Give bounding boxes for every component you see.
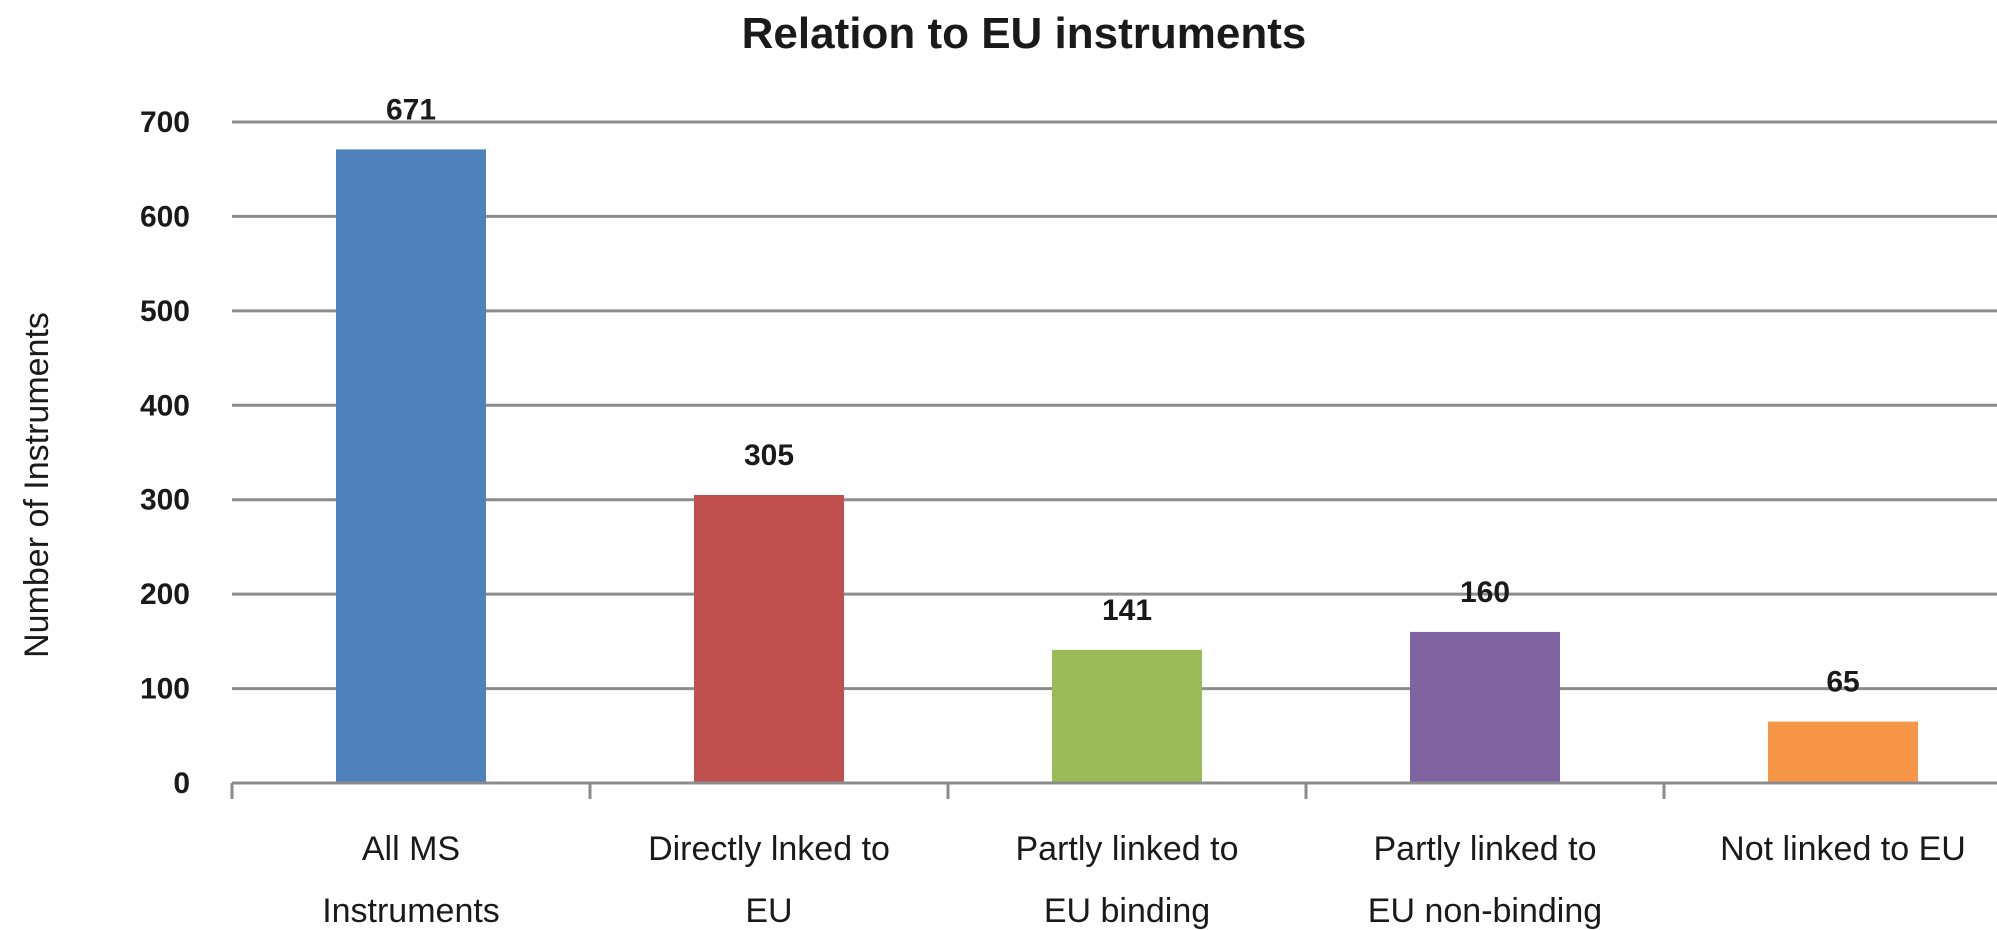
gridlines — [232, 120, 1997, 691]
bar — [336, 149, 486, 784]
x-category-label: Not linked to EU — [1720, 830, 1966, 868]
x-axis-categories: All MS Instruments Directly lnked to EU Part… — [322, 830, 1966, 930]
y-tick-label: 300 — [140, 484, 190, 517]
y-axis-label: Number of Instruments — [18, 312, 56, 658]
y-tick-label: 500 — [140, 295, 190, 328]
x-category-label: Partly linked to EU binding — [1016, 830, 1239, 930]
data-labels: 671 305 141 160 65 — [386, 93, 1860, 698]
data-label: 141 — [1102, 594, 1152, 627]
data-label: 671 — [386, 93, 436, 126]
data-label: 65 — [1826, 666, 1859, 699]
y-tick-label: 400 — [140, 389, 190, 422]
y-tick-label: 200 — [140, 578, 190, 611]
y-tick-label: 600 — [140, 200, 190, 233]
x-category-label: Directly lnked to EU — [648, 830, 890, 930]
chart-title: Relation to EU instruments — [742, 9, 1307, 58]
bar — [1768, 721, 1918, 783]
y-tick-label: 700 — [140, 106, 190, 139]
y-tick-label: 0 — [173, 767, 190, 800]
bar — [694, 494, 844, 783]
x-category-label: All MS Instruments — [322, 830, 500, 930]
bars — [336, 149, 1918, 784]
x-category-label: Partly linked to EU non-binding — [1368, 830, 1602, 930]
y-tick-label: 100 — [140, 673, 190, 706]
data-label: 305 — [744, 439, 794, 472]
x-axis — [230, 781, 1997, 799]
data-label: 160 — [1460, 576, 1510, 609]
y-axis-ticks: 0 100 200 300 400 500 600 700 — [140, 106, 190, 800]
bar — [1052, 649, 1202, 783]
bar — [1410, 631, 1560, 783]
